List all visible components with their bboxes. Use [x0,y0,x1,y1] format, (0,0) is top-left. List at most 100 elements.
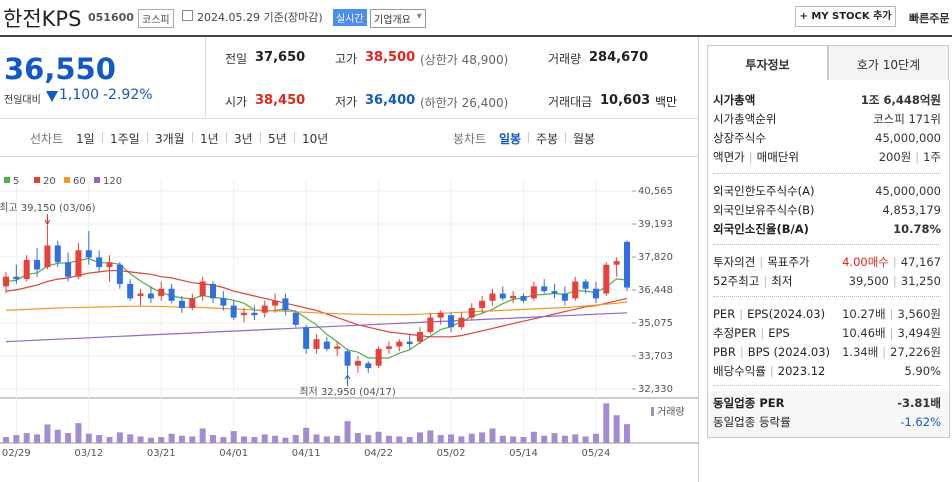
x-tick-label: 05/14 [509,448,538,459]
candle-body [375,348,382,366]
volume-bar [147,437,154,443]
info-value: 3,560원 [897,306,941,321]
info-label: 상장주식수 [713,130,766,145]
quote-label: 고가 [335,52,358,66]
values: 코스피 171위 [873,111,941,127]
period-tab[interactable]: 1년 [200,132,219,146]
volume-bar [210,435,216,443]
separator: | [889,325,894,340]
tab-active[interactable] [707,45,828,81]
period-tab[interactable]: 3개월 [155,132,185,146]
group-rule [713,296,941,297]
info-label: 52주최고 [713,273,760,288]
candle-body [520,295,527,301]
volume-bar [354,433,361,443]
candle-tab[interactable]: 주봉 [536,132,559,146]
volume-bar [313,434,320,443]
info-tab[interactable]: 호가 10단계 [856,58,921,72]
candle-body [137,293,144,296]
candle-tab[interactable]: 월봉 [573,132,596,146]
info-value: 47,167 [900,254,941,269]
period-tab[interactable]: 3년 [234,132,253,146]
tab-sep [226,132,227,143]
labels: 배당수익률 | 2023.12 [713,363,825,379]
period-tab[interactable]: 5년 [268,132,287,146]
labels: 52주최고 | 최저 [713,273,792,289]
tab-gap [707,80,950,81]
volume-bar [189,436,196,443]
volume-bar [561,435,568,443]
volume-bar [168,433,175,443]
info-value: 45,000,000 [875,183,941,198]
volume-bar [530,431,537,443]
quote-value: 10,603 [600,93,651,108]
x-tick-label: 05/02 [437,448,466,459]
info-row: PER | EPS(2024.03) 10.27배 | 3,560원 [713,304,941,323]
group-rule [713,385,941,386]
candle-body [210,283,216,299]
change-rate: -2.92% [103,87,153,103]
volume-bar [23,433,30,443]
group-rule [713,244,941,245]
volume-bar [365,435,372,443]
info-value: -1.62% [900,414,941,429]
info-label: 목표주가 [767,254,810,269]
period-tab[interactable]: 1일 [76,132,95,146]
separator: | [769,364,774,379]
annotation-arrowhead [44,219,51,225]
labels: 시가총액 [713,92,755,108]
candle-body [220,298,227,306]
candle-body [437,312,444,318]
candle-body [147,293,154,299]
candle-body [158,288,165,296]
info-tab[interactable]: 투자정보 [745,58,790,72]
info-label: 시가총액순위 [713,111,777,126]
divider [698,37,699,482]
candle-body [3,276,9,287]
info-value: 10.27배 [842,306,886,321]
down-arrow [46,91,58,102]
volume-bar [520,437,527,443]
values: 5.90% [904,364,941,378]
volume-bar [468,433,475,443]
ma-line [5,312,628,343]
my-stock-label: + MY STOCK 추가 [799,11,892,22]
info-value: 10.78% [893,221,941,236]
separator: | [759,254,764,269]
quote-value: 37,650 [255,50,306,65]
info-value: 4.00매수 [842,254,889,269]
volume-bar [54,429,61,443]
overview-dropdown[interactable]: 기업개요 ▾ [370,9,426,28]
period-tab[interactable]: 10년 [302,132,329,146]
candle-body [96,257,103,268]
separator: | [763,273,768,288]
info-value: 1조 6,448억원 [860,92,941,107]
header-rule [0,35,952,37]
divider [205,37,206,118]
volume-bar [334,435,341,443]
volume-bar [499,435,506,443]
candle-body [23,259,30,280]
volume-bar [178,435,185,443]
candle-body [396,341,403,347]
separator: | [889,306,894,321]
my-stock-button[interactable]: + MY STOCK 추가 [795,6,896,27]
info-row: 시가총액 1조 6,448억원 [713,90,941,109]
y-tick-label: 39,193 [638,219,673,230]
volume-bar [13,435,20,443]
volume-bar [592,433,599,443]
volume-bar [344,421,351,443]
candle-body [85,250,92,258]
info-value: 5.90% [904,364,941,379]
period-tab[interactable]: 1주일 [110,132,140,146]
candle-body [230,305,237,318]
info-label: PER [713,306,736,321]
volume-bar [479,432,486,443]
quick-order[interactable]: 빠른주문 [909,12,950,25]
info-label: 외국인한도주식수(A) [713,183,815,198]
volume-bar [261,434,268,443]
legend-label: 60 [73,176,86,187]
candle-body [241,312,248,316]
quote-note: (하한가 26,400) [420,96,509,110]
candle-tab[interactable]: 일봉 [499,132,522,146]
